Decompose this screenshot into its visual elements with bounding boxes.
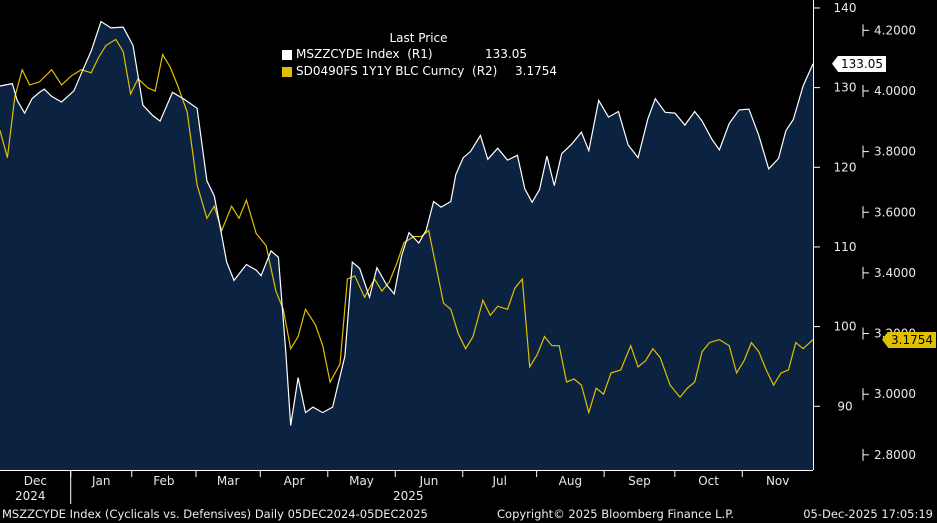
series-lines [0,20,814,426]
legend-entry-name: MSZZCYDE Index (R1) [296,47,433,61]
legend-entry-last: 3.1754 [515,64,557,78]
y-right-tick-label: 3.4000 [874,266,916,280]
x-month-label: Jun [419,474,439,488]
badge-right-pointer [882,331,888,348]
x-year-label: 2025 [393,489,424,503]
y-right-tick-label: 3.0000 [874,387,916,401]
x-month-label: Apr [284,474,305,488]
legend-entry-name: SD0490FS 1Y1Y BLC Curncy (R2) [296,64,498,78]
y-left-tick-label: 140 [834,1,857,15]
legend-title: Last Price [389,31,448,45]
y-right-tick-label: 4.0000 [874,84,916,98]
legend-entry-msz: MSZZCYDE Index (R1) 133.05 [282,47,557,63]
x-month-label: Jan [91,474,111,488]
x-year-label: 2024 [15,489,46,503]
footer-timestamp: 05-Dec-2025 17:05:19 [803,507,933,521]
y-left-tick-label: 90 [837,399,852,413]
x-month-label: Sep [628,474,651,488]
y-left-tick-label: 120 [834,160,857,174]
series-line-mszzcyde [0,20,814,426]
x-month-label: Feb [153,474,174,488]
x-month-label: Oct [698,474,719,488]
series-line-sd0490fs [0,38,814,415]
badge-left-pointer [832,55,838,72]
x-month-label: Nov [766,474,789,488]
legend-swatch-yellow [282,67,292,77]
chart-canvas: 901001101201301402.80003.00003.20003.400… [0,0,916,504]
y-right-tick-label: 4.2000 [874,23,916,37]
series-area [0,21,813,470]
legend-swatch-white [282,50,292,60]
last-value-badge-right: 3.1754 [888,331,936,348]
y-right-tick-label: 3.6000 [874,205,916,219]
legend-entry-sd: SD0490FS 1Y1Y BLC Curncy (R2) 3.1754 [282,64,557,80]
y-left-tick-label: 130 [834,81,857,95]
axes: 901001101201301402.80003.00003.20003.400… [0,0,916,504]
x-month-label: Mar [217,474,240,488]
x-month-label: Aug [559,474,582,488]
y-left-tick-label: 110 [834,240,857,254]
legend: Last Price MSZZCYDE Index (R1) 133.05 SD… [274,26,563,84]
y-left-tick-label: 100 [834,320,857,334]
series-area-fill [0,21,813,470]
footer: MSZZCYDE Index (Cyclicals vs. Defensives… [0,506,937,523]
last-value-badge-left: 133.05 [838,55,886,72]
legend-entry-last: 133.05 [485,47,527,61]
x-month-label: Jul [491,474,506,488]
x-month-label: Dec [24,474,47,488]
footer-description: MSZZCYDE Index (Cyclicals vs. Defensives… [2,507,428,521]
x-month-label: May [349,474,374,488]
footer-copyright: Copyright© 2025 Bloomberg Finance L.P. [497,507,734,521]
y-right-tick-label: 3.8000 [874,145,916,159]
y-right-tick-label: 2.8000 [874,448,916,462]
